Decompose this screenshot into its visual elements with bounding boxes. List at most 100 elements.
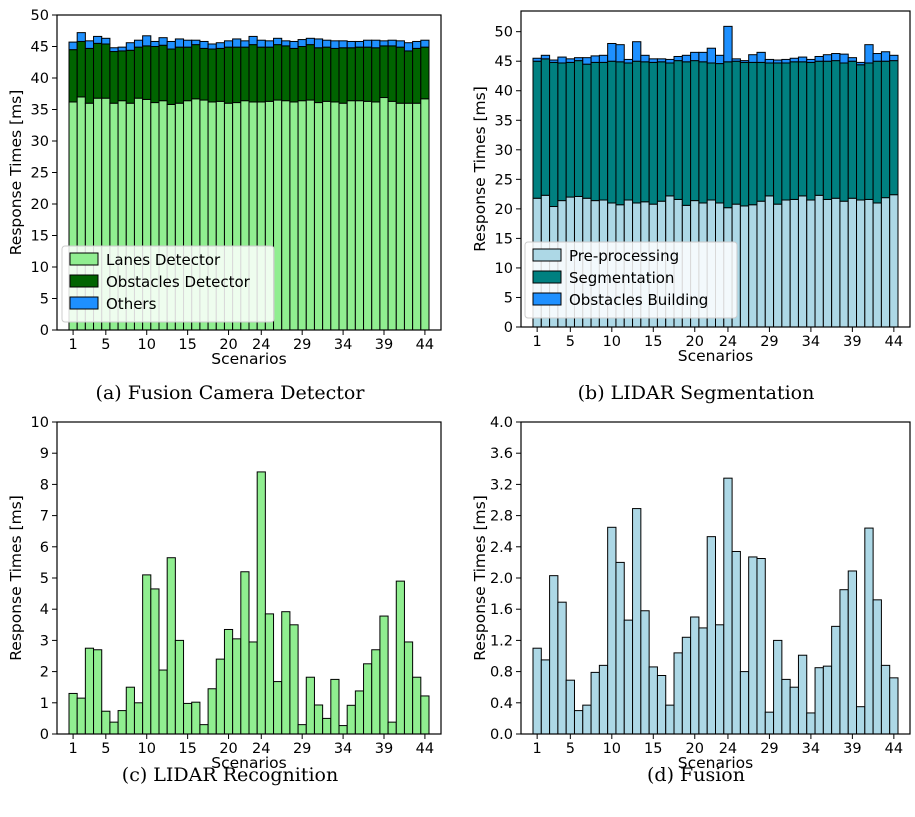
x-tick-label: 5 <box>101 741 110 757</box>
figure-caption: (a) Fusion Camera Detector <box>96 382 366 404</box>
bar-s1-scenario-35 <box>346 47 356 102</box>
bar-s2-scenario-1 <box>68 41 78 51</box>
figure-caption: (c) LIDAR Recognition <box>122 764 338 786</box>
bar-s0-scenario-41 <box>395 102 405 331</box>
bar-s2-scenario-3 <box>549 59 559 63</box>
bar-s1-scenario-12 <box>158 44 168 102</box>
bar-s1-scenario-20 <box>690 60 700 202</box>
bar-s1-scenario-44 <box>889 60 899 196</box>
bar-s0-scenario-29 <box>764 711 775 735</box>
y-tick-label: 20 <box>31 197 49 213</box>
bar-s0-scenario-33 <box>797 195 808 328</box>
bar-s0-scenario-35 <box>346 100 356 331</box>
bar-s2-scenario-30 <box>305 37 315 46</box>
bar-s2-scenario-25 <box>731 58 741 62</box>
x-tick-label: 10 <box>603 741 621 757</box>
bar-s2-scenario-36 <box>354 40 365 48</box>
y-tick-label: 30 <box>495 143 513 159</box>
bar-s0-scenario-9 <box>133 702 144 735</box>
bar-s1-scenario-39 <box>379 45 389 99</box>
bar-s1-scenario-3 <box>84 47 95 104</box>
y-tick-label: 35 <box>495 113 513 129</box>
bar-s2-scenario-23 <box>715 54 725 65</box>
bar-s2-scenario-18 <box>207 43 217 50</box>
bar-s2-scenario-22 <box>240 40 250 48</box>
bar-s1-scenario-20 <box>223 46 234 104</box>
bar-s0-scenario-37 <box>831 197 841 328</box>
bar-s0-scenario-41 <box>864 198 874 328</box>
bar-s0-scenario-8 <box>590 671 600 735</box>
bar-s0-scenario-9 <box>598 664 609 735</box>
bar-s2-scenario-11 <box>615 44 625 63</box>
bar-s0-scenario-16 <box>656 675 667 735</box>
y-tick-label: 2.0 <box>490 571 513 587</box>
y-tick-label: 15 <box>495 231 513 247</box>
bar-s2-scenario-7 <box>117 46 127 52</box>
bar-s2-scenario-1 <box>532 57 542 62</box>
bar-s0-scenario-23 <box>715 624 725 735</box>
bar-s0-scenario-20 <box>223 628 234 735</box>
y-tick-label: 3 <box>40 633 49 649</box>
bar-s0-scenario-32 <box>322 717 332 735</box>
bar-s2-scenario-12 <box>158 37 168 46</box>
x-tick-label: 24 <box>719 741 737 757</box>
bar-s2-scenario-5 <box>565 58 575 63</box>
x-tick-label: 44 <box>885 741 903 757</box>
y-axis-label: Response Times [ms] <box>471 495 489 661</box>
bar-s0-scenario-29 <box>297 100 307 331</box>
bar-s2-scenario-5 <box>101 37 111 45</box>
bar-s2-scenario-16 <box>656 58 667 63</box>
bar-s0-scenario-16 <box>191 701 201 735</box>
bar-s0-scenario-27 <box>748 556 758 735</box>
bar-s1-scenario-38 <box>371 47 381 103</box>
bar-s1-scenario-11 <box>615 61 625 206</box>
x-tick-label: 1 <box>68 337 77 353</box>
x-tick-label: 1 <box>533 334 542 350</box>
y-tick-label: 7 <box>40 509 49 525</box>
y-tick-label: 1.2 <box>490 633 513 649</box>
bar-s0-scenario-30 <box>305 99 315 331</box>
bar-s0-scenario-20 <box>690 616 700 735</box>
bar-s1-scenario-28 <box>289 47 299 103</box>
bar-s1-scenario-2 <box>540 58 551 196</box>
bar-s1-scenario-36 <box>354 46 365 102</box>
bar-s1-scenario-16 <box>191 44 201 100</box>
y-axis-label: Response Times [ms] <box>7 90 25 256</box>
bar-s1-scenario-5 <box>565 61 575 198</box>
x-tick-label: 1 <box>68 741 77 757</box>
y-tick-label: 0 <box>40 323 49 339</box>
x-tick-label: 15 <box>644 741 662 757</box>
bar-s2-scenario-41 <box>864 44 874 64</box>
bar-s1-scenario-11 <box>150 46 160 104</box>
bar-s1-scenario-37 <box>831 60 841 199</box>
bar-s1-scenario-23 <box>248 44 258 103</box>
bar-s2-scenario-35 <box>814 55 824 62</box>
x-tick-label: 20 <box>219 741 237 757</box>
x-tick-label: 39 <box>375 741 393 757</box>
bar-s1-scenario-27 <box>748 61 758 206</box>
bar-s1-scenario-43 <box>880 60 891 199</box>
bar-s2-scenario-32 <box>789 57 799 63</box>
bar-s0-scenario-42 <box>872 202 882 328</box>
bar-s2-scenario-32 <box>322 39 332 48</box>
bar-s0-scenario-37 <box>831 625 841 735</box>
x-tick-label: 24 <box>252 337 270 353</box>
bar-s0-scenario-34 <box>338 725 348 735</box>
x-tick-label: 34 <box>334 741 352 757</box>
bar-s0-scenario-41 <box>395 580 405 735</box>
bar-s0-scenario-40 <box>856 706 866 735</box>
bar-s0-scenario-36 <box>822 198 833 328</box>
bar-s0-scenario-27 <box>281 611 291 735</box>
x-tick-label: 34 <box>802 334 820 350</box>
figure-caption: (b) LIDAR Segmentation <box>578 382 815 404</box>
bar-s0-scenario-28 <box>756 200 766 328</box>
bar-s0-scenario-5 <box>101 710 111 735</box>
bar-s2-scenario-20 <box>223 40 234 48</box>
bar-s2-scenario-34 <box>338 40 348 49</box>
bar-s1-scenario-24 <box>723 61 733 209</box>
bar-s2-scenario-11 <box>150 40 160 47</box>
bar-s0-scenario-6 <box>573 710 584 735</box>
